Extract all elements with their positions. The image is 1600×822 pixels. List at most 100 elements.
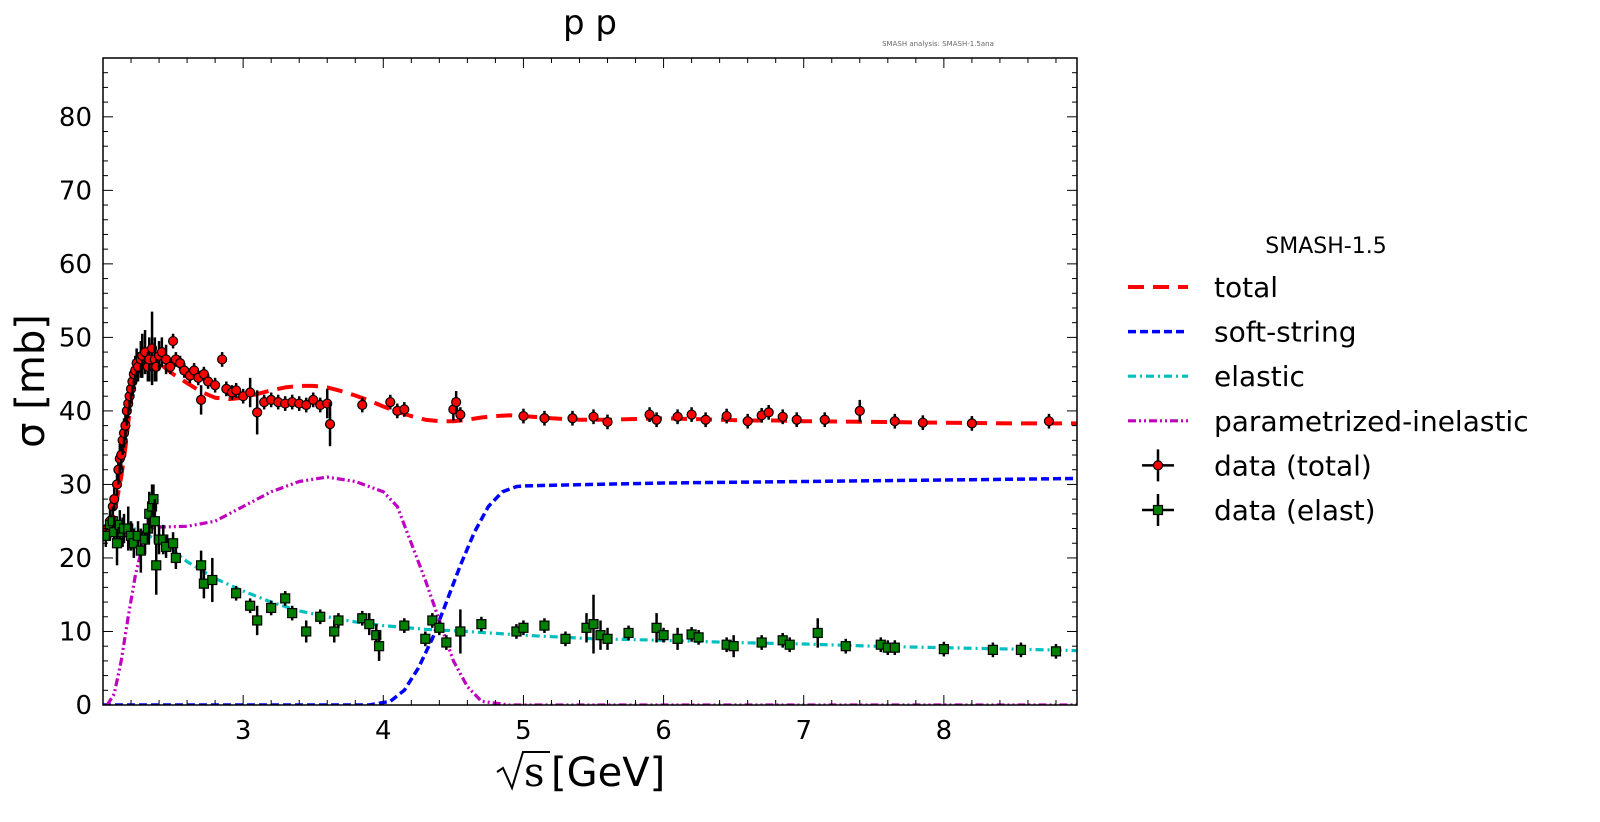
x-axis-label-s: s: [524, 750, 545, 796]
x-axis-label-unit: [GeV]: [551, 750, 665, 796]
data-point: [602, 633, 613, 644]
data-point: [812, 627, 823, 639]
y-axis-label: σ [mb]: [8, 314, 54, 448]
data-point: [455, 626, 466, 637]
legend-item-total: total: [1128, 271, 1278, 304]
data-point: [588, 411, 599, 422]
series-line-total: [104, 353, 1077, 530]
data-point: [315, 611, 326, 622]
legend-item-parametrized-inelastic: parametrized-inelastic: [1128, 405, 1529, 438]
data-point: [217, 354, 228, 365]
data-point: [170, 552, 181, 564]
y-tick-label: 70: [59, 176, 92, 206]
data-point: [672, 411, 683, 422]
data-point: [889, 416, 900, 427]
data-point: [301, 626, 312, 637]
series-points-data-elast: [103, 484, 1062, 661]
data-point: [301, 399, 312, 411]
data-point: [938, 644, 949, 655]
data-point: [777, 411, 788, 422]
data-point: [700, 414, 711, 425]
legend-label: total: [1214, 271, 1278, 304]
data-point: [196, 560, 207, 571]
data-point: [658, 630, 669, 641]
y-tick-label: 20: [59, 544, 92, 574]
data-point: [357, 399, 368, 411]
data-point: [476, 619, 487, 630]
data-point: [693, 632, 704, 643]
legend-label: parametrized-inelastic: [1214, 405, 1529, 438]
model-curves: [103, 353, 1077, 705]
data-point: [455, 409, 466, 420]
data-point: [420, 633, 431, 644]
x-axis-label: s [GeV]: [496, 750, 665, 796]
x-tick-label: 7: [795, 716, 812, 746]
data-point: [434, 622, 445, 633]
data-point: [567, 413, 578, 424]
data-point: [324, 419, 336, 430]
y-tick-label: 30: [59, 470, 92, 500]
data-point: [333, 615, 344, 626]
data-point: [385, 396, 396, 408]
data-markers: [103, 311, 1062, 661]
sqrt-symbol: [496, 751, 550, 791]
data-point: [518, 410, 529, 422]
data-point: [280, 593, 291, 604]
y-tick-label: 40: [59, 397, 92, 427]
data-point: [287, 607, 298, 619]
data-point: [539, 620, 550, 631]
data-point: [451, 396, 462, 408]
data-point: [120, 420, 131, 431]
data-point: [245, 600, 256, 611]
x-tick-label: 6: [655, 716, 672, 746]
y-tick-label: 0: [75, 691, 92, 721]
legend-item-soft-string: soft-string: [1128, 316, 1357, 349]
data-point: [357, 613, 368, 624]
legend-label: data (total): [1214, 449, 1372, 482]
data-point: [399, 404, 410, 415]
plot-area: [103, 311, 1077, 705]
y-tick-label: 10: [59, 617, 92, 647]
legend: SMASH-1.5 total soft-string elastic paramet…: [1128, 234, 1529, 527]
data-point: [116, 449, 127, 461]
data-point: [966, 418, 977, 429]
data-point: [151, 560, 162, 571]
series-line-parametrized-inelastic: [105, 475, 1077, 705]
data-point: [111, 479, 123, 490]
legend-marker: [1152, 460, 1164, 471]
y-tick-label: 80: [59, 103, 92, 133]
data-point: [763, 407, 774, 418]
data-point: [198, 578, 210, 589]
data-point: [518, 622, 529, 633]
chart-title: p p: [563, 3, 617, 43]
data-point: [854, 405, 865, 417]
data-point: [196, 394, 207, 405]
x-tick-label: 8: [936, 716, 953, 746]
legend-label: data (elast): [1214, 494, 1376, 527]
data-point: [441, 637, 452, 648]
y-tick-label: 50: [59, 323, 92, 353]
data-point: [840, 641, 851, 652]
data-point: [231, 588, 242, 599]
data-point: [139, 534, 151, 545]
data-point: [373, 641, 385, 652]
data-point: [399, 620, 410, 631]
data-point: [651, 622, 662, 633]
data-point: [111, 538, 123, 549]
data-point: [651, 414, 662, 425]
data-point: [721, 410, 732, 422]
data-point: [588, 619, 599, 630]
data-point: [1043, 416, 1055, 427]
data-point: [427, 615, 438, 626]
data-point: [371, 630, 382, 641]
data-point: [266, 602, 277, 614]
legend-item-data-total: data (total): [1142, 449, 1372, 482]
data-point: [623, 627, 634, 639]
data-point: [644, 409, 655, 420]
data-point: [1015, 644, 1027, 655]
data-point: [149, 516, 160, 527]
data-point: [231, 385, 242, 396]
legend-label: soft-string: [1214, 316, 1357, 349]
data-point: [560, 633, 571, 644]
